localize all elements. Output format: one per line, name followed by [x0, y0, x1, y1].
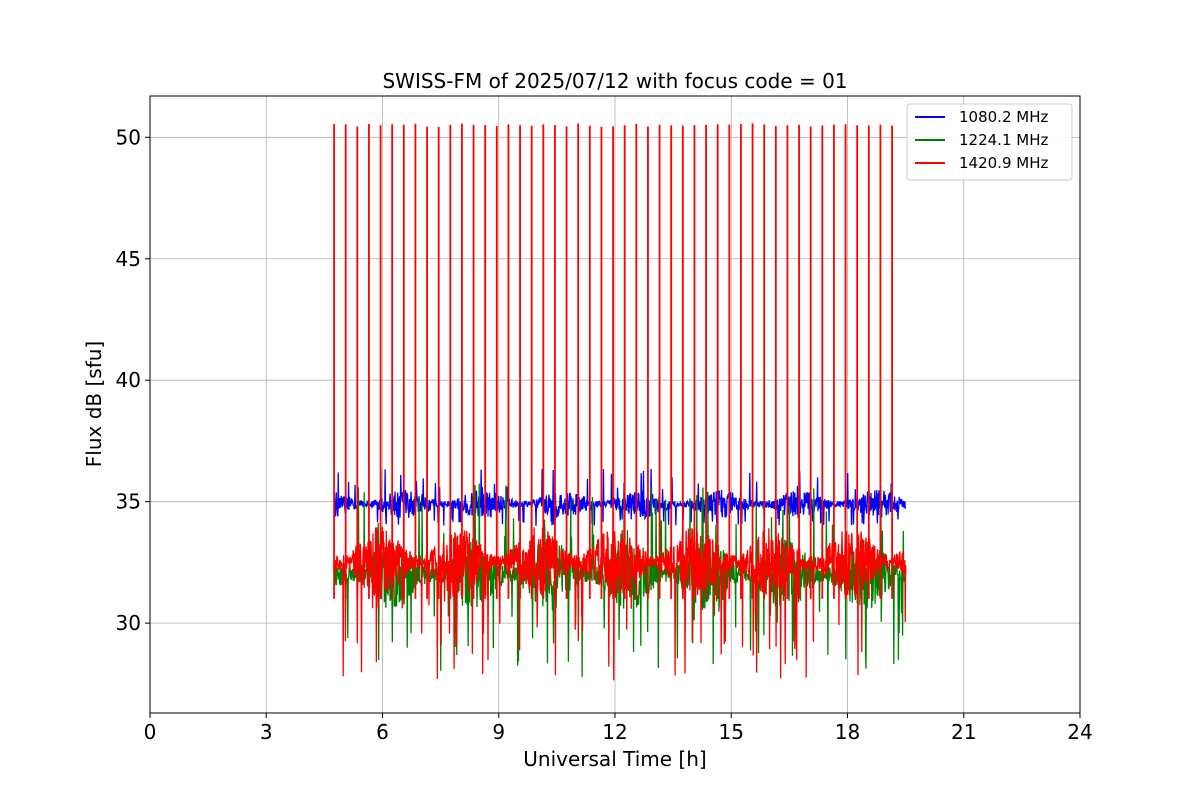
- x-tick-label: 18: [835, 720, 860, 744]
- chart-title: SWISS-FM of 2025/07/12 with focus code =…: [382, 69, 847, 93]
- legend-label: 1420.9 MHz: [959, 154, 1048, 172]
- legend-box: [906, 103, 1073, 181]
- x-tick-label: 24: [1067, 720, 1092, 744]
- x-axis-label: Universal Time [h]: [523, 747, 706, 771]
- x-tick-label: 0: [144, 720, 157, 744]
- x-tick-label: 3: [260, 720, 273, 744]
- x-tick-label: 12: [602, 720, 627, 744]
- legend-label: 1224.1 MHz: [959, 131, 1048, 149]
- ticks: 0 3 6 9 12 15 18 21 24 30 35 40 45 50: [116, 125, 1093, 744]
- x-tick-label: 9: [492, 720, 505, 744]
- y-tick-label: 40: [116, 368, 141, 392]
- y-axis-label: Flux dB [sfu]: [82, 341, 106, 467]
- legend: 1080.2 MHz 1224.1 MHz 1420.9 MHz: [906, 103, 1073, 181]
- x-tick-label: 6: [376, 720, 389, 744]
- y-tick-label: 45: [116, 247, 141, 271]
- y-tick-label: 50: [116, 125, 141, 149]
- x-tick-label: 21: [951, 720, 976, 744]
- y-tick-label: 35: [116, 490, 141, 514]
- series-layer: [333, 123, 907, 681]
- y-tick-label: 30: [116, 611, 141, 635]
- x-tick-label: 15: [719, 720, 744, 744]
- legend-label: 1080.2 MHz: [959, 108, 1048, 126]
